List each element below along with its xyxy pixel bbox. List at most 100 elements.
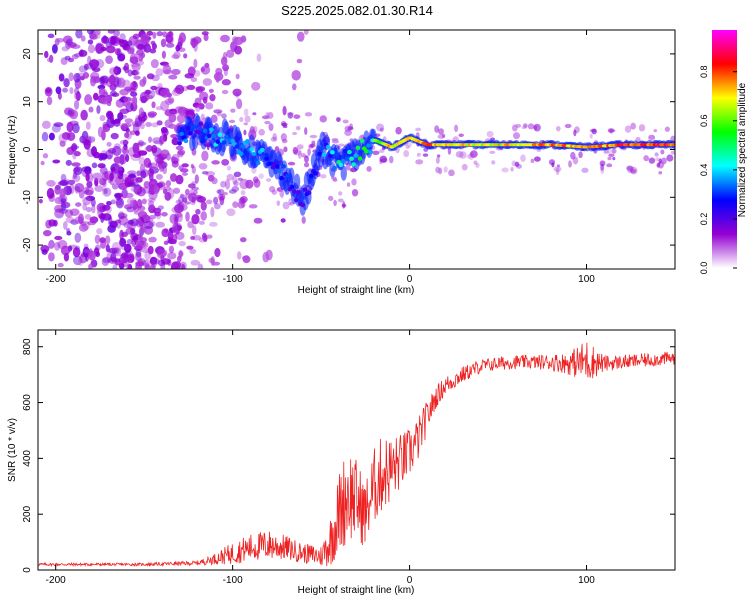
spectrogram-cell bbox=[276, 200, 281, 206]
spectrogram-cell bbox=[159, 135, 165, 145]
spectrogram-cell bbox=[43, 229, 52, 237]
spectrogram-cell bbox=[143, 157, 152, 168]
spectrogram-cell bbox=[169, 108, 177, 115]
spectrogram-cell bbox=[87, 55, 92, 66]
spectrogram-cell bbox=[53, 204, 63, 213]
spectrogram-cell bbox=[66, 231, 72, 236]
spectrogram-cell bbox=[154, 154, 164, 164]
spectrogram-cell bbox=[48, 239, 55, 249]
spectrogram-cell bbox=[108, 36, 116, 46]
spectrogram-cell bbox=[168, 245, 175, 254]
spectrogram-cell bbox=[126, 238, 133, 245]
spectrogram-trace-cell bbox=[364, 149, 369, 154]
spectrogram-cell bbox=[162, 64, 172, 75]
spectrogram-cell bbox=[130, 186, 141, 193]
spectrogram-cell bbox=[99, 97, 110, 105]
spectrogram-trace-cell bbox=[317, 151, 323, 156]
spectrogram-trace-cell bbox=[347, 149, 352, 155]
spectrogram-cell bbox=[435, 156, 440, 164]
spectrogram-cell bbox=[572, 156, 579, 165]
spectrogram-cell bbox=[203, 33, 209, 42]
spectrogram-cell bbox=[403, 149, 410, 158]
spectrogram-cell bbox=[248, 204, 258, 209]
spectrogram-cell bbox=[69, 87, 74, 94]
spectrogram-cell bbox=[190, 163, 194, 169]
spectrogram-cell bbox=[122, 101, 130, 107]
spectrogram-cell bbox=[221, 79, 231, 86]
spectrogram-cell bbox=[219, 195, 225, 206]
spectrogram-cell bbox=[156, 31, 164, 37]
spectrogram-cell bbox=[149, 48, 157, 54]
spectrogram-cell bbox=[172, 223, 178, 234]
spectrogram-cell bbox=[193, 69, 201, 77]
spectrogram-cell bbox=[379, 155, 387, 163]
spectrogram-cell bbox=[102, 256, 111, 264]
spectrogram-cell bbox=[127, 40, 133, 47]
spectrogram-cell bbox=[133, 210, 141, 215]
spectrogram-cell bbox=[630, 122, 636, 130]
spectrogram-trace-cell bbox=[332, 165, 337, 171]
spectrogram-cell bbox=[186, 84, 196, 91]
spectrogram-cell bbox=[214, 247, 221, 258]
spectrogram-cell bbox=[46, 179, 56, 187]
spectrogram-cell bbox=[105, 55, 113, 65]
spectrogram-cell bbox=[108, 74, 116, 85]
spectrogram-cell bbox=[564, 123, 572, 129]
spectrogram-cell bbox=[395, 126, 402, 135]
spectrogram-cell bbox=[366, 166, 372, 172]
spectrogram-cell bbox=[198, 237, 207, 243]
spectrogram-cell bbox=[54, 208, 65, 219]
spectrogram-trace-cell bbox=[177, 141, 182, 146]
spectrogram-cell bbox=[415, 159, 424, 165]
spectrogram-cell bbox=[145, 89, 152, 95]
spectrogram-cell bbox=[666, 154, 674, 162]
spectrogram-cell bbox=[274, 146, 280, 152]
spectrogram-trace-cell bbox=[353, 153, 359, 158]
spectrogram-cell bbox=[160, 149, 170, 158]
spectrogram-cell bbox=[611, 148, 617, 154]
spectrogram-cell bbox=[124, 244, 130, 253]
spectrogram-cell bbox=[68, 72, 74, 82]
spectrogram-cell bbox=[422, 153, 429, 157]
spectrogram-cell bbox=[59, 188, 66, 200]
spectrogram-trace-cell bbox=[351, 162, 357, 167]
spectrogram-trace-cell bbox=[325, 144, 331, 150]
spectrogram-cell bbox=[239, 116, 244, 123]
spectrogram-cell bbox=[91, 146, 98, 157]
spectrogram-cell bbox=[91, 204, 96, 214]
spectrogram-cell bbox=[192, 235, 202, 241]
spectrogram-cell bbox=[199, 91, 209, 101]
spectrogram-cell bbox=[607, 147, 616, 156]
spectrogram-cell bbox=[40, 160, 45, 166]
spectrogram-xlabel: Height of straight line (km) bbox=[298, 285, 415, 296]
spectrogram-cell bbox=[168, 113, 177, 123]
spectrogram-cell bbox=[435, 166, 441, 174]
spectrogram-cell bbox=[54, 235, 63, 241]
spectrogram-cell bbox=[211, 160, 220, 165]
spectrogram-cell bbox=[265, 112, 270, 119]
spectrogram-cell bbox=[63, 252, 70, 262]
spectrogram-cell bbox=[165, 42, 175, 48]
spectrogram-cell bbox=[95, 58, 105, 69]
spectrogram-cell bbox=[173, 233, 178, 245]
spectrogram-cell bbox=[191, 181, 197, 186]
spectrogram-cell bbox=[253, 125, 258, 134]
spectrogram-cell bbox=[220, 180, 227, 188]
spectrogram-cell bbox=[73, 166, 83, 176]
spectrogram-cell bbox=[655, 157, 660, 162]
spectrogram-cell bbox=[201, 170, 209, 175]
spectrogram-cell bbox=[236, 251, 242, 260]
spectrogram-trace-cell bbox=[230, 138, 236, 144]
spectrogram-cell bbox=[198, 163, 208, 170]
spectrogram-cell bbox=[138, 107, 144, 117]
spectrogram-cell bbox=[230, 108, 236, 113]
spectrogram-cell bbox=[237, 201, 245, 209]
spectrogram-cell bbox=[195, 86, 206, 92]
spectrogram-cell bbox=[167, 230, 174, 242]
spectrogram-cell bbox=[573, 129, 577, 137]
spectrogram-ytick-label: 10 bbox=[22, 96, 33, 108]
spectrogram-cell bbox=[181, 263, 186, 269]
spectrogram-cell bbox=[137, 139, 144, 146]
spectrogram-cell bbox=[54, 241, 61, 251]
